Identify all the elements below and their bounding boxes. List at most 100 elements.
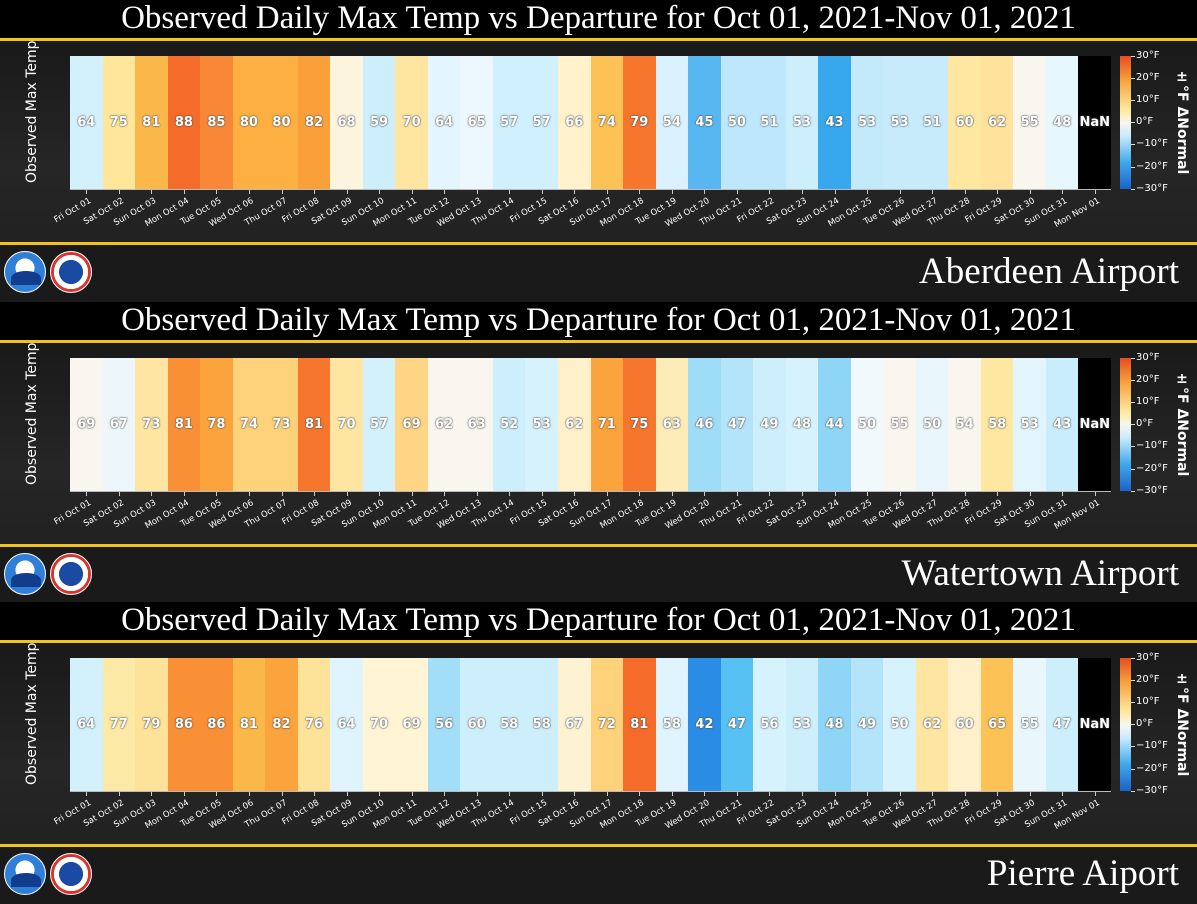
x-tick bbox=[248, 792, 250, 796]
day-cell: 76 bbox=[297, 658, 331, 791]
day-cell: 69 bbox=[395, 358, 428, 491]
day-cell: 62 bbox=[427, 358, 461, 491]
chart-title: Observed Daily Max Temp vs Departure for… bbox=[0, 302, 1197, 340]
day-cell: 43 bbox=[1045, 358, 1079, 491]
footer-divider bbox=[0, 544, 1197, 547]
x-tick bbox=[574, 190, 576, 194]
day-cell: 56 bbox=[427, 658, 461, 791]
day-value: 81 bbox=[174, 417, 193, 432]
day-cell: 47 bbox=[720, 658, 754, 791]
day-value: 62 bbox=[565, 417, 584, 432]
day-cell: 59 bbox=[362, 56, 396, 189]
day-value: 50 bbox=[857, 417, 877, 432]
day-value: 71 bbox=[597, 417, 616, 432]
x-tick bbox=[86, 792, 88, 796]
day-cell: 56 bbox=[753, 658, 786, 791]
day-value: 47 bbox=[727, 717, 746, 732]
day-cell: 55 bbox=[883, 358, 916, 491]
x-tick bbox=[476, 492, 478, 496]
day-cell: 53 bbox=[525, 358, 558, 491]
day-value: 47 bbox=[1053, 717, 1072, 732]
day-cell: 81 bbox=[167, 358, 201, 491]
day-cell: 81 bbox=[135, 56, 168, 189]
colorbar-label: 0°F bbox=[1136, 418, 1154, 429]
colorbar-label: 30°F bbox=[1136, 352, 1160, 363]
x-tick bbox=[476, 792, 478, 796]
day-value: 49 bbox=[760, 417, 779, 432]
day-value: 43 bbox=[1053, 417, 1072, 432]
colorbar-label: −10°F bbox=[1136, 138, 1168, 149]
x-tick bbox=[248, 492, 250, 496]
colorbar-label: 10°F bbox=[1136, 696, 1160, 707]
day-value: 81 bbox=[304, 417, 324, 432]
day-cell: 46 bbox=[688, 358, 721, 491]
day-cell: 62 bbox=[980, 56, 1014, 189]
x-tick bbox=[411, 792, 413, 796]
day-cell: 71 bbox=[590, 358, 624, 491]
x-tick bbox=[639, 792, 641, 796]
day-value: 78 bbox=[207, 417, 226, 432]
colorbar-label: −10°F bbox=[1136, 740, 1168, 751]
x-tick bbox=[867, 190, 868, 194]
day-value: 57 bbox=[500, 115, 519, 130]
x-tick bbox=[216, 792, 218, 796]
x-tick bbox=[606, 190, 608, 194]
day-cell: 82 bbox=[297, 56, 331, 189]
colorbar-label: −10°F bbox=[1136, 440, 1168, 451]
colorbar-tick bbox=[1131, 167, 1135, 168]
colorbar-label: −30°F bbox=[1136, 785, 1168, 796]
x-tick bbox=[1094, 190, 1096, 194]
day-value: 81 bbox=[630, 717, 649, 732]
day-cell: 75 bbox=[623, 358, 656, 491]
y-axis-label: Observed Max Temp bbox=[24, 642, 40, 785]
noaa-logo-icon bbox=[4, 251, 46, 293]
colorbar-label: −20°F bbox=[1136, 161, 1168, 172]
day-value: 62 bbox=[988, 115, 1007, 130]
day-value: 77 bbox=[109, 717, 128, 732]
day-cell: 48 bbox=[785, 358, 819, 491]
x-axis-line bbox=[70, 189, 1111, 190]
day-value: 75 bbox=[109, 115, 128, 130]
day-value: 62 bbox=[435, 417, 454, 432]
day-value: 51 bbox=[923, 115, 942, 130]
colorbar-tick bbox=[1131, 189, 1135, 190]
day-cell: 81 bbox=[297, 358, 331, 491]
day-cell: 54 bbox=[655, 56, 689, 189]
noaa-bird-icon bbox=[11, 271, 41, 285]
x-tick bbox=[736, 792, 738, 796]
day-value: 64 bbox=[77, 717, 96, 732]
x-axis-line bbox=[70, 491, 1111, 492]
day-value: 68 bbox=[337, 115, 356, 130]
footer-divider bbox=[0, 242, 1197, 245]
day-value: 51 bbox=[760, 115, 779, 130]
day-cell: 58 bbox=[655, 658, 689, 791]
title-divider bbox=[0, 340, 1197, 343]
x-tick bbox=[314, 492, 315, 496]
day-cell: 68 bbox=[330, 56, 363, 189]
day-value: 56 bbox=[760, 717, 779, 732]
day-cell: 75 bbox=[102, 56, 136, 189]
day-value: 86 bbox=[207, 717, 226, 732]
day-value: 60 bbox=[955, 717, 974, 732]
day-cell: 47 bbox=[720, 358, 754, 491]
day-value: 64 bbox=[337, 717, 356, 732]
temperature-strip: 64 77 79 86 86 81 82 76 64 70 69 56 60 58 58 67 72 81 58 42… bbox=[70, 658, 1111, 791]
day-value: 70 bbox=[370, 717, 389, 732]
day-cell: 53 bbox=[850, 56, 884, 189]
day-cell: 50 bbox=[883, 658, 916, 791]
day-cell: 74 bbox=[232, 358, 266, 491]
x-tick bbox=[606, 792, 608, 796]
day-value: 53 bbox=[1020, 417, 1039, 432]
colorbar-tick bbox=[1131, 100, 1135, 101]
x-tick bbox=[802, 492, 803, 496]
colorbar-label: 30°F bbox=[1136, 50, 1160, 61]
day-cell: 79 bbox=[623, 56, 656, 189]
day-value: 58 bbox=[532, 717, 551, 732]
colorbar-tick bbox=[1131, 658, 1135, 659]
footer-divider bbox=[0, 844, 1197, 847]
colorbar-label: −30°F bbox=[1136, 183, 1168, 194]
day-value: 54 bbox=[955, 417, 974, 432]
x-tick bbox=[118, 792, 120, 796]
day-value: 85 bbox=[207, 115, 226, 130]
noaa-bird-icon bbox=[11, 573, 41, 587]
